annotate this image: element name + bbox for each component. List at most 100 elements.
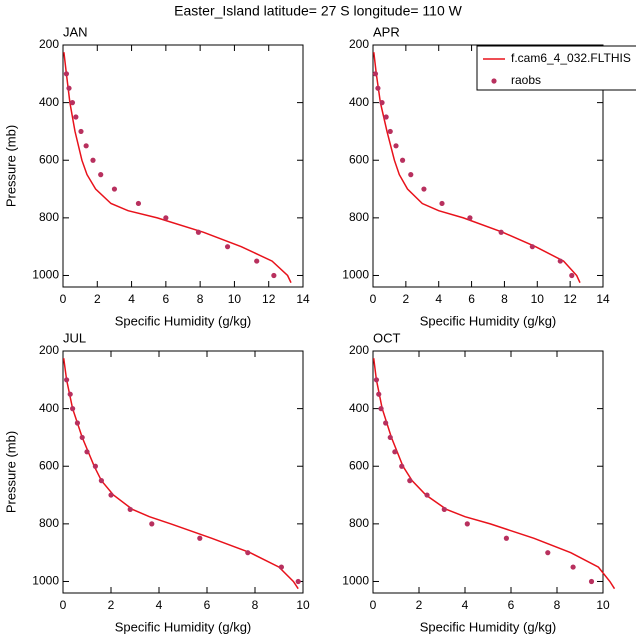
model-line <box>372 358 616 590</box>
raob-point <box>98 478 104 484</box>
raob-point <box>195 229 202 235</box>
x-tick-label: 14 <box>596 292 610 306</box>
raob-point <box>424 492 430 498</box>
raob-point <box>464 521 470 527</box>
raob-point <box>64 377 70 383</box>
y-tick-label: 400 <box>349 95 369 109</box>
raob-point <box>467 215 473 221</box>
y-tick-label: 200 <box>349 343 369 357</box>
x-tick-label: 6 <box>204 598 211 612</box>
plot-frame <box>62 44 304 288</box>
plot-frame <box>372 44 604 288</box>
raob-point <box>378 406 384 412</box>
panel: OCT 0 2 4 6 8 10 200 400 600 800 1000 Specific Humid… <box>342 330 616 634</box>
plot-frame <box>372 350 604 594</box>
x-tick-label: 10 <box>531 292 545 306</box>
x-tick-label: 0 <box>370 292 377 306</box>
x-tick-label: 8 <box>252 598 259 612</box>
y-tick-label: 1000 <box>32 574 59 588</box>
legend-label: f.cam6_4_032.FLTHIS <box>511 51 631 65</box>
raob-point <box>441 506 447 513</box>
x-tick-label: 10 <box>228 292 242 306</box>
raob-point <box>570 564 576 570</box>
raob-point <box>503 535 509 541</box>
raob-point <box>295 578 301 585</box>
y-tick-label: 400 <box>39 401 59 415</box>
raob-point <box>569 272 575 279</box>
raob-point <box>375 85 381 91</box>
raob-point <box>149 521 155 527</box>
raob-point <box>393 143 399 149</box>
raob-point <box>254 258 260 264</box>
x-tick-label: 8 <box>554 598 561 612</box>
x-tick-label: 14 <box>296 292 310 306</box>
raob-point <box>69 100 76 106</box>
raob-point <box>545 550 551 556</box>
model-line <box>63 52 292 284</box>
panel: APR 0 2 4 6 8 10 12 14 200 400 600 800 1000 Specific H… <box>342 24 636 328</box>
raob-point <box>399 463 405 469</box>
x-tick-label: 2 <box>94 292 101 306</box>
y-tick-label: 200 <box>39 343 59 357</box>
raob-point <box>383 114 389 120</box>
legend-marker <box>491 78 497 84</box>
model-line <box>62 358 299 590</box>
raob-point <box>373 377 380 383</box>
y-tick-label: 400 <box>39 95 59 109</box>
x-axis-label: Specific Humidity (g/kg) <box>420 313 557 328</box>
y-tick-label: 800 <box>39 516 59 530</box>
x-tick-label: 10 <box>596 598 610 612</box>
raob-point <box>372 71 379 77</box>
plot-frame <box>62 350 304 594</box>
x-tick-label: 8 <box>501 292 508 306</box>
y-tick-label: 600 <box>39 152 59 166</box>
raob-point <box>379 100 385 106</box>
model-line <box>373 52 581 284</box>
raob-point <box>399 157 406 163</box>
x-tick-label: 4 <box>435 292 442 306</box>
y-tick-label: 800 <box>349 516 369 530</box>
raob-point <box>127 506 133 513</box>
y-axis-label: Pressure (mb) <box>3 125 18 207</box>
x-tick-label: 12 <box>262 292 276 306</box>
raob-point <box>557 258 563 264</box>
legend-box <box>476 45 636 91</box>
x-axis-label: Specific Humidity (g/kg) <box>115 619 252 634</box>
panel: JUL 0 2 4 6 8 10 200 400 600 800 1000 Specific Humid… <box>3 330 310 634</box>
raob-point <box>98 172 104 178</box>
raob-point <box>408 172 414 178</box>
raob-point <box>135 200 142 207</box>
raob-point <box>407 478 413 484</box>
x-tick-label: 4 <box>462 598 469 612</box>
y-tick-label: 600 <box>349 152 369 166</box>
raob-point <box>92 463 98 469</box>
raob-point <box>529 244 535 250</box>
x-tick-label: 6 <box>163 292 170 306</box>
panel-title: JAN <box>63 24 88 39</box>
raob-point <box>73 114 79 120</box>
raob-point <box>70 406 76 412</box>
x-tick-label: 12 <box>563 292 577 306</box>
x-tick-label: 0 <box>60 598 67 612</box>
raob-point <box>387 128 393 135</box>
raob-point <box>83 143 89 149</box>
x-tick-label: 0 <box>60 292 67 306</box>
raob-point <box>439 200 445 207</box>
x-axis-label: Specific Humidity (g/kg) <box>420 619 557 634</box>
x-tick-label: 2 <box>108 598 115 612</box>
x-tick-label: 4 <box>128 292 135 306</box>
raob-point <box>90 157 96 163</box>
panel-title: APR <box>373 24 400 39</box>
y-tick-label: 600 <box>349 458 369 472</box>
panel-title: JUL <box>63 330 86 345</box>
x-tick-label: 2 <box>416 598 423 612</box>
raob-point <box>79 434 85 441</box>
y-tick-label: 200 <box>39 37 59 51</box>
figure-title: Easter_Island latitude= 27 S longitude= … <box>174 3 462 19</box>
y-tick-label: 600 <box>39 458 59 472</box>
raob-point <box>387 434 393 441</box>
raob-point <box>78 128 84 135</box>
raob-point <box>224 244 231 250</box>
